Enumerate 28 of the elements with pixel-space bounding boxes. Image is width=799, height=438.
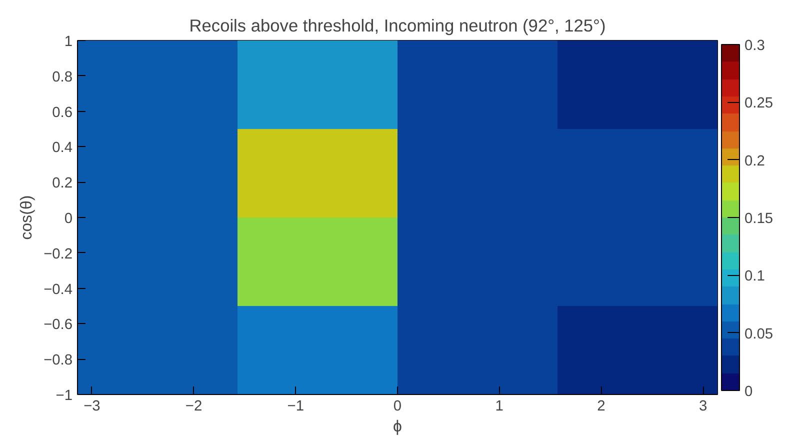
x-axis-title: ϕ [393, 418, 402, 436]
x-tick-label: 3 [699, 398, 708, 414]
y-tick-label: −0.4 [44, 282, 73, 298]
y-tick-label: 0.8 [52, 69, 72, 86]
color-bar-label: 0.15 [744, 211, 774, 227]
y-tick-label: 0.6 [52, 104, 72, 121]
color-bar-label: 0.25 [744, 96, 774, 112]
color-bar-label: 0.1 [744, 268, 765, 285]
y-tick-label: 0 [64, 211, 73, 227]
y-tick-label: 0.4 [52, 140, 72, 156]
x-tick-label: −3 [84, 398, 100, 414]
y-tick-label: −1 [56, 388, 73, 404]
y-tick-label: −0.2 [44, 246, 73, 262]
y-tick-label: 1 [64, 34, 73, 50]
y-tick-label: −0.6 [44, 317, 73, 334]
color-bar-label: 0.2 [744, 153, 765, 170]
color-bar-label: 0.05 [744, 326, 774, 342]
y-axis-title: cos(θ) [18, 195, 36, 240]
x-tick-label: 2 [597, 398, 606, 414]
color-bar-label: 0.3 [744, 38, 765, 54]
color-bar-label: 0 [744, 384, 753, 400]
x-tick-label: 0 [393, 398, 402, 414]
y-tick-label: 0.2 [52, 176, 72, 192]
x-tick-label: −2 [185, 398, 202, 414]
y-tick-label: −0.8 [44, 352, 73, 369]
x-tick-label: −1 [287, 398, 304, 414]
chart-title: Recoils above threshold, Incoming neutron (92°, 125°) [189, 16, 606, 36]
x-tick-label: 1 [495, 398, 504, 414]
